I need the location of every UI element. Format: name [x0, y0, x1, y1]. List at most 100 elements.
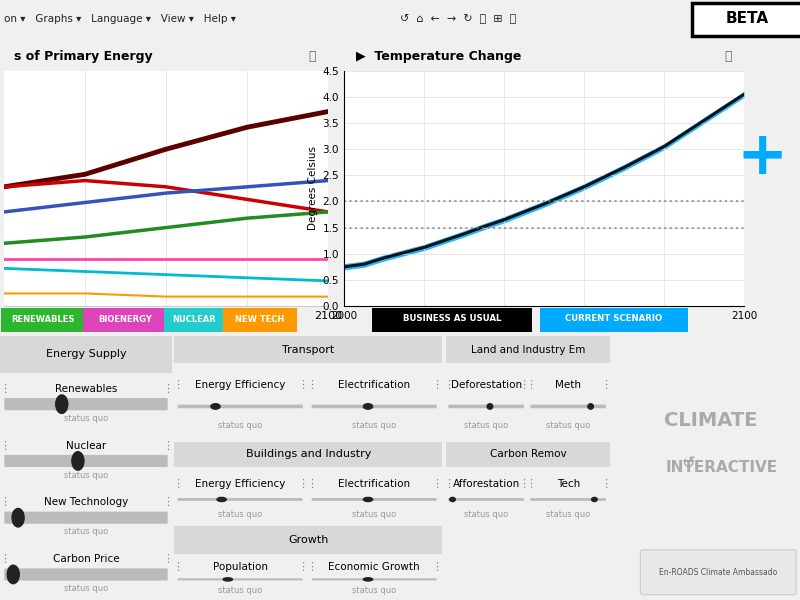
Circle shape: [363, 578, 373, 581]
Text: status quo: status quo: [64, 584, 108, 593]
Text: Energy Efficiency: Energy Efficiency: [195, 479, 286, 488]
Circle shape: [363, 497, 373, 502]
Text: status quo: status quo: [218, 510, 262, 519]
Circle shape: [487, 404, 493, 409]
Text: ⋮: ⋮: [518, 479, 530, 488]
FancyBboxPatch shape: [164, 308, 224, 332]
Circle shape: [450, 497, 455, 502]
FancyBboxPatch shape: [640, 550, 796, 595]
Text: ⋮: ⋮: [601, 479, 611, 488]
Text: CLIMATE: CLIMATE: [664, 411, 758, 430]
Circle shape: [363, 404, 373, 409]
Text: status quo: status quo: [464, 421, 508, 430]
Text: ⋮: ⋮: [297, 562, 308, 572]
Text: status quo: status quo: [352, 421, 396, 430]
FancyBboxPatch shape: [312, 578, 437, 580]
Text: ⋮: ⋮: [162, 440, 174, 451]
Text: ⋮: ⋮: [297, 380, 308, 391]
FancyBboxPatch shape: [0, 336, 172, 373]
Text: status quo: status quo: [218, 586, 262, 595]
FancyBboxPatch shape: [178, 498, 302, 501]
Text: ⋮: ⋮: [525, 380, 536, 391]
Text: Buildings and Industry: Buildings and Industry: [246, 449, 371, 459]
Text: Renewables: Renewables: [55, 384, 117, 394]
Text: Carbon Price: Carbon Price: [53, 554, 119, 564]
Text: ⋮: ⋮: [443, 380, 454, 391]
FancyBboxPatch shape: [448, 498, 524, 501]
Text: Energy Supply: Energy Supply: [46, 349, 126, 359]
Text: ⋮: ⋮: [525, 479, 536, 488]
FancyBboxPatch shape: [4, 455, 168, 467]
Text: NEW TECH: NEW TECH: [235, 315, 285, 324]
Text: status quo: status quo: [64, 414, 108, 423]
Text: ⋮: ⋮: [431, 479, 442, 488]
FancyBboxPatch shape: [692, 3, 800, 36]
Text: ⋮: ⋮: [306, 562, 318, 572]
FancyBboxPatch shape: [540, 308, 688, 332]
Text: BETA: BETA: [726, 11, 769, 26]
Text: ⋮: ⋮: [0, 554, 10, 564]
FancyBboxPatch shape: [4, 398, 168, 410]
FancyBboxPatch shape: [446, 442, 610, 467]
Text: ⋮: ⋮: [0, 497, 10, 508]
Text: status quo: status quo: [546, 421, 590, 430]
FancyBboxPatch shape: [174, 442, 442, 467]
Text: ⧉: ⧉: [724, 50, 732, 63]
FancyBboxPatch shape: [4, 568, 168, 581]
Text: ⋮: ⋮: [431, 380, 442, 391]
Text: Population: Population: [213, 562, 268, 572]
Text: Deforestation: Deforestation: [450, 380, 522, 391]
Text: En-ROADS Climate Ambassado: En-ROADS Climate Ambassado: [659, 568, 778, 577]
Text: Land and Industry Em: Land and Industry Em: [471, 345, 586, 355]
Circle shape: [7, 565, 19, 584]
Text: ⋮: ⋮: [172, 479, 183, 488]
Circle shape: [223, 578, 233, 581]
Text: RENEWABLES: RENEWABLES: [11, 315, 74, 324]
FancyBboxPatch shape: [178, 404, 302, 408]
Text: BUSINESS AS USUAL: BUSINESS AS USUAL: [403, 314, 501, 323]
Text: Energy Efficiency: Energy Efficiency: [195, 380, 286, 391]
Text: status quo: status quo: [64, 470, 108, 479]
Text: ⧉: ⧉: [308, 50, 315, 63]
Circle shape: [72, 452, 84, 470]
Text: Electrification: Electrification: [338, 479, 410, 488]
Text: Meth: Meth: [555, 380, 581, 391]
Text: Nuclear: Nuclear: [66, 440, 106, 451]
Text: CURRENT SCENARIO: CURRENT SCENARIO: [566, 314, 662, 323]
Text: ▶  Temperature Change: ▶ Temperature Change: [356, 50, 522, 63]
Text: status quo: status quo: [352, 510, 396, 519]
Text: status quo: status quo: [464, 510, 508, 519]
Text: s of Primary Energy: s of Primary Energy: [14, 50, 152, 63]
FancyBboxPatch shape: [530, 498, 606, 501]
Text: ↺  ⌂  ←  →  ↻  ⛶  ⊞  ⓘ: ↺ ⌂ ← → ↻ ⛶ ⊞ ⓘ: [400, 14, 516, 24]
Text: ⋮: ⋮: [172, 380, 183, 391]
Text: status quo: status quo: [352, 586, 396, 595]
Text: status quo: status quo: [64, 527, 108, 536]
Text: ⋮: ⋮: [601, 380, 611, 391]
Text: BIOENERGY: BIOENERGY: [98, 315, 152, 324]
FancyBboxPatch shape: [222, 308, 298, 332]
Circle shape: [211, 404, 220, 409]
Text: Tech: Tech: [557, 479, 580, 488]
Text: Electrification: Electrification: [338, 380, 410, 391]
FancyBboxPatch shape: [446, 336, 610, 364]
Text: ⋮: ⋮: [162, 384, 174, 394]
Y-axis label: Degrees Celsius: Degrees Celsius: [308, 146, 318, 230]
Text: Growth: Growth: [288, 535, 329, 545]
FancyBboxPatch shape: [312, 404, 437, 408]
FancyBboxPatch shape: [4, 512, 168, 524]
Circle shape: [588, 404, 594, 409]
Text: ⋮: ⋮: [431, 562, 442, 572]
Text: ⋮: ⋮: [162, 497, 174, 508]
FancyBboxPatch shape: [1, 308, 85, 332]
Text: ⋮: ⋮: [297, 479, 308, 488]
Text: NUCLEAR: NUCLEAR: [173, 315, 216, 324]
Text: Transport: Transport: [282, 345, 334, 355]
Text: ⋮: ⋮: [0, 384, 10, 394]
Text: ⋮: ⋮: [306, 479, 318, 488]
Text: +: +: [737, 128, 788, 187]
Text: status quo: status quo: [546, 510, 590, 519]
Circle shape: [56, 395, 68, 413]
Text: INTERACTIVE: INTERACTIVE: [666, 461, 778, 475]
Text: ↺: ↺: [682, 454, 695, 472]
